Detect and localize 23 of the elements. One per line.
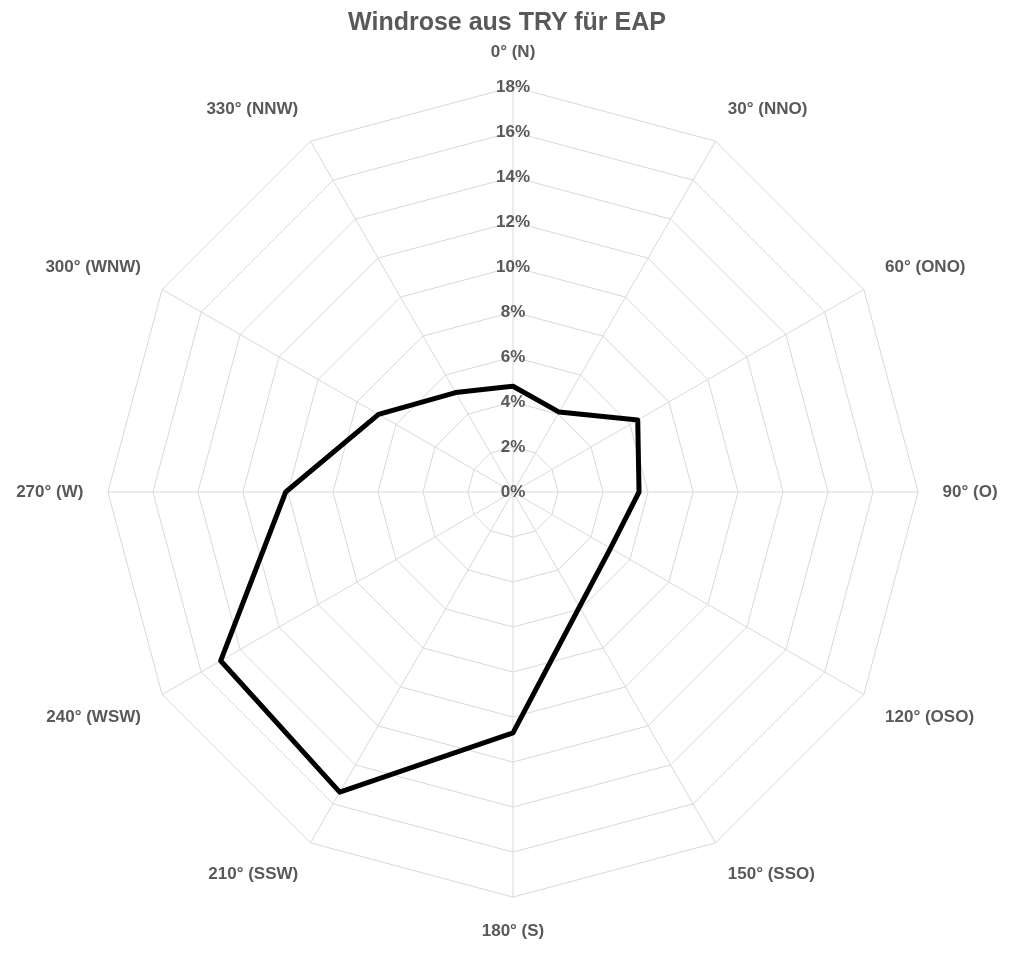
y-tick-label: 2% (500, 436, 526, 456)
spoke-label: 0° (N) (490, 41, 536, 61)
spoke-label: 330° (NNW) (206, 99, 299, 119)
y-tick-label: 8% (500, 301, 526, 321)
spoke-label: 240° (WSW) (46, 706, 141, 726)
spoke-label: 120° (OSO) (885, 706, 975, 726)
spoke-label: 30° (NNO) (727, 99, 808, 119)
y-tick-label: 12% (495, 211, 531, 231)
spoke-label: 300° (WNW) (45, 256, 141, 276)
spoke-label: 180° (S) (481, 921, 545, 941)
y-tick-label: 18% (495, 76, 531, 96)
spoke-label: 150° (SSO) (727, 863, 815, 883)
spoke-label: 210° (SSW) (208, 863, 299, 883)
y-tick-label: 4% (500, 391, 526, 411)
spoke-label: 60° (ONO) (885, 256, 966, 276)
y-tick-label: 10% (495, 256, 531, 276)
y-tick-label: 16% (495, 121, 531, 141)
y-tick-label: 14% (495, 166, 531, 186)
spoke-label: 270° (W) (16, 481, 84, 501)
chart-title: Windrose aus TRY für EAP (348, 6, 666, 35)
y-tick-label: 6% (500, 346, 526, 366)
spoke-label: 90° (O) (942, 481, 998, 501)
y-tick-label: 0% (500, 481, 526, 501)
